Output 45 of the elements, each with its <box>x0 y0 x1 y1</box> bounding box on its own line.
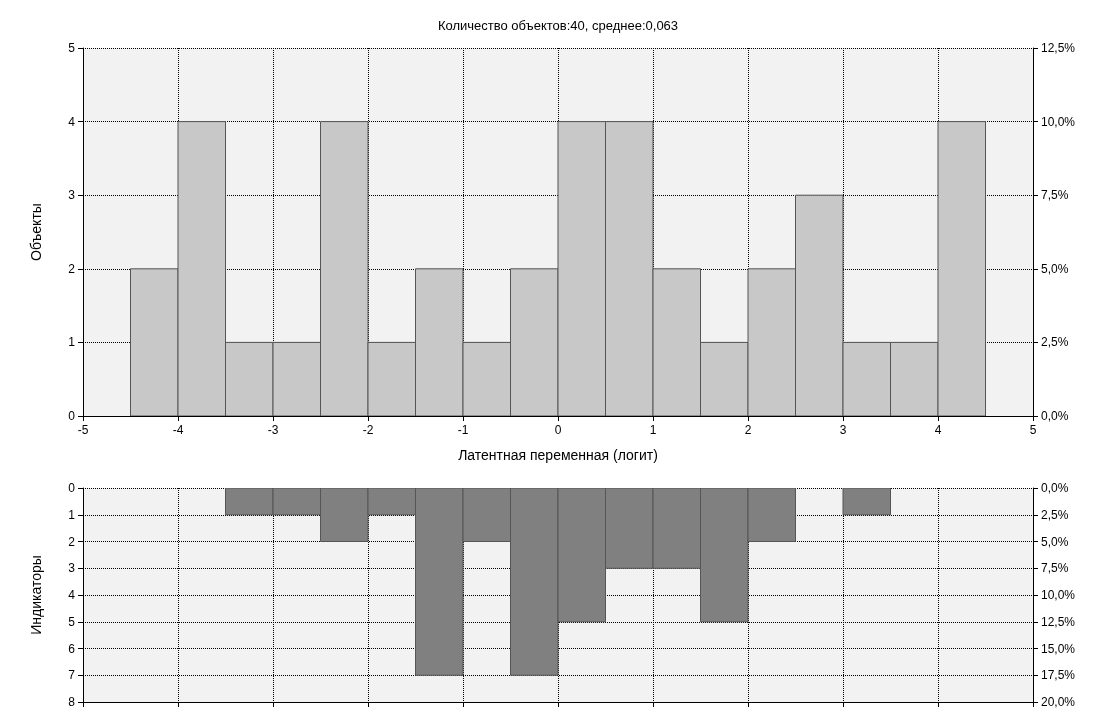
y2-tick-label: 10,0% <box>1041 588 1076 602</box>
y-tick-label: 8 <box>68 695 76 709</box>
y-tick-label: 2 <box>68 534 76 549</box>
y2-tick-label: 20,0% <box>1041 695 1076 709</box>
y2-tick-label: 5,0% <box>1041 261 1069 276</box>
x-tick-label: -5 <box>77 423 89 437</box>
x-tick-label: 1 <box>649 423 657 437</box>
chart-title: Количество объектов:40, среднее:0,063 <box>437 18 679 33</box>
x-tick-label: 4 <box>934 423 942 437</box>
y-axis-title: Объекты <box>28 203 44 261</box>
y2-tick-label: 5,0% <box>1041 534 1069 549</box>
y2-tick-label: 10,0% <box>1041 114 1076 129</box>
x-tick-label: 5 <box>1029 423 1037 437</box>
y-tick-label: 0 <box>68 481 76 495</box>
y-tick-label: 1 <box>68 335 76 350</box>
x-tick-label: 2 <box>744 423 752 437</box>
y-tick-label: 2 <box>68 261 76 276</box>
y-tick-label: 7 <box>68 668 76 683</box>
y-axis-title: Индикаторы <box>28 555 44 635</box>
y2-tick-label: 7,5% <box>1041 188 1069 203</box>
x-tick-label: -3 <box>267 423 279 437</box>
y-tick-label: 5 <box>68 614 76 629</box>
y2-tick-label: 2,5% <box>1041 335 1069 350</box>
y-tick-label: 3 <box>68 188 76 203</box>
y-tick-label: 3 <box>68 561 76 576</box>
y2-tick-label: 15,0% <box>1041 641 1076 656</box>
y2-tick-label: 0,0% <box>1041 409 1069 423</box>
y-tick-label: 4 <box>68 588 76 602</box>
x-tick-label: -4 <box>172 423 184 437</box>
y-tick-label: 1 <box>68 507 76 522</box>
x-tick-label: -1 <box>457 423 469 437</box>
x-tick-label: -2 <box>362 423 374 437</box>
y2-tick-label: 0,0% <box>1041 481 1069 495</box>
x-tick-label: 3 <box>839 423 847 437</box>
y2-tick-label: 7,5% <box>1041 561 1069 576</box>
y-tick-label: 0 <box>68 409 76 423</box>
y2-tick-label: 17,5% <box>1041 668 1076 683</box>
y2-tick-label: 12,5% <box>1041 41 1076 55</box>
y-tick-label: 5 <box>68 41 76 55</box>
y-tick-label: 4 <box>68 114 76 129</box>
y2-tick-label: 12,5% <box>1041 614 1076 629</box>
y2-tick-label: 2,5% <box>1041 507 1069 522</box>
x-axis-title: Латентная переменная (логит) <box>458 447 658 463</box>
x-tick-label: 0 <box>554 423 562 437</box>
y-tick-label: 6 <box>68 641 76 656</box>
